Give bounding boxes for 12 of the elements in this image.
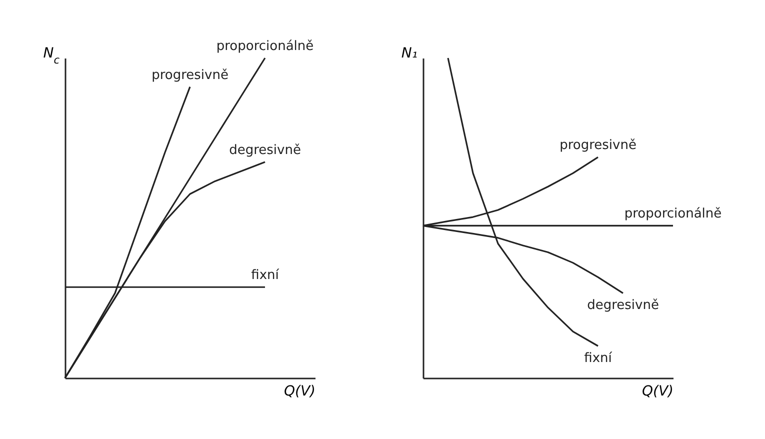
x-axis-title: Q(V) <box>284 384 316 400</box>
series-label: progresivně <box>560 138 636 154</box>
y-axis-title: N$_{c}$ <box>43 46 60 66</box>
series-label: fixní <box>584 351 612 366</box>
series-label: progresivně <box>152 68 228 83</box>
series-label: degresivně <box>587 298 659 314</box>
series-label: degresivně <box>229 143 301 158</box>
series-label: fixní <box>251 268 280 284</box>
series-label: proporcionálně <box>216 39 314 54</box>
y-axis-title: N₁ <box>401 46 418 62</box>
series-label: proporcionálně <box>624 206 722 222</box>
x-axis-title: Q(V) <box>642 384 674 400</box>
